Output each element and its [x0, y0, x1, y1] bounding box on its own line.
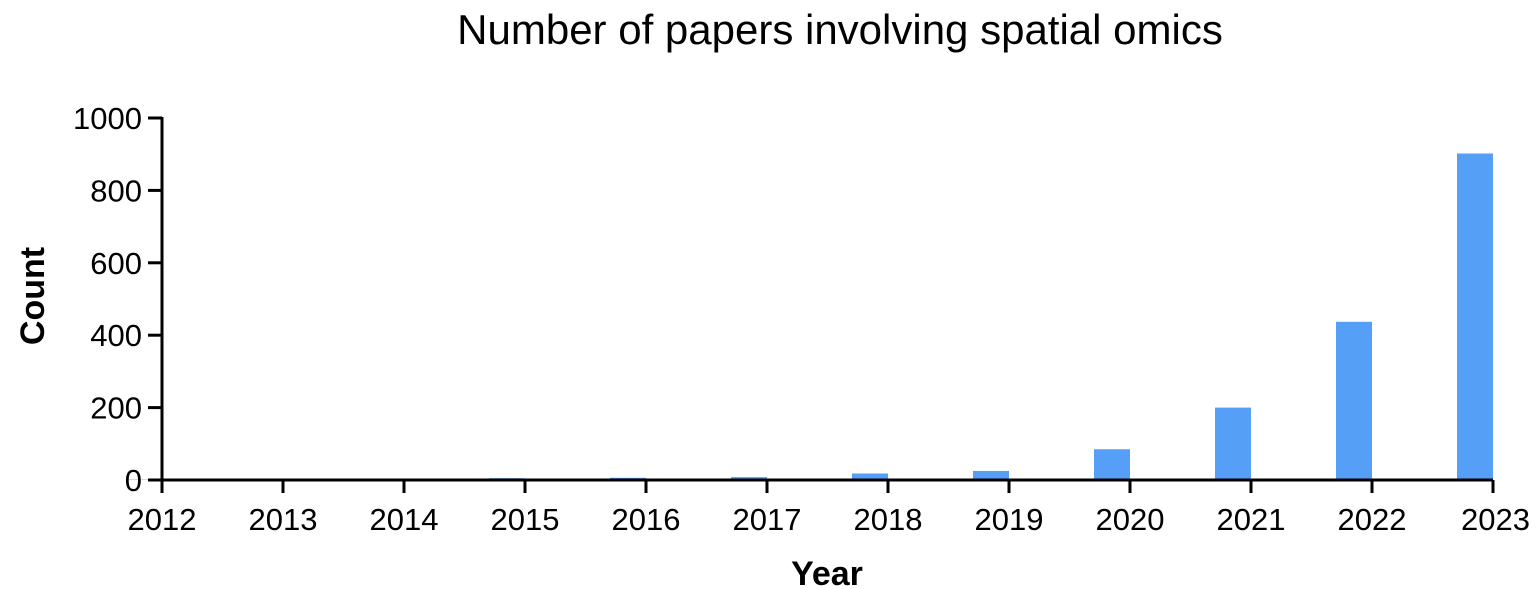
y-tick-label: 600 [90, 246, 142, 281]
bar-2021 [1215, 407, 1251, 480]
y-tick-label: 400 [90, 318, 142, 353]
bar-2018 [852, 473, 888, 480]
y-tick-label: 200 [90, 391, 142, 426]
x-tick-label: 2017 [733, 502, 802, 537]
x-tick-label: 2018 [854, 502, 923, 537]
y-ticks-group: 0 200 400 600 800 1000 [73, 101, 162, 498]
x-tick-label: 2022 [1338, 502, 1407, 537]
y-axis-title: Count [14, 247, 52, 345]
y-tick-label: 1000 [73, 101, 142, 136]
x-tick-label: 2023 [1461, 502, 1530, 537]
x-tick-label: 2014 [370, 502, 439, 537]
x-tick-label: 2020 [1096, 502, 1165, 537]
bar-2022 [1336, 321, 1372, 480]
x-tick-label: 2012 [128, 502, 197, 537]
x-tick-label: 2019 [975, 502, 1044, 537]
chart-title: Number of papers involving spatial omics [457, 6, 1223, 53]
x-axis-title: Year [791, 555, 863, 589]
bar-2023 [1457, 153, 1493, 480]
y-tick-label: 0 [125, 463, 142, 498]
x-tick-label: 2013 [249, 502, 318, 537]
bar-2019 [973, 470, 1009, 480]
x-ticks-group: 2012 2013 2014 2015 2016 2017 2018 2019 2020 2021… [128, 480, 1530, 537]
bar-2020 [1094, 449, 1130, 480]
x-tick-label: 2021 [1217, 502, 1286, 537]
y-tick-label: 800 [90, 173, 142, 208]
x-tick-label: 2016 [612, 502, 681, 537]
bars-group [126, 153, 1493, 480]
x-tick-label: 2015 [491, 502, 560, 537]
